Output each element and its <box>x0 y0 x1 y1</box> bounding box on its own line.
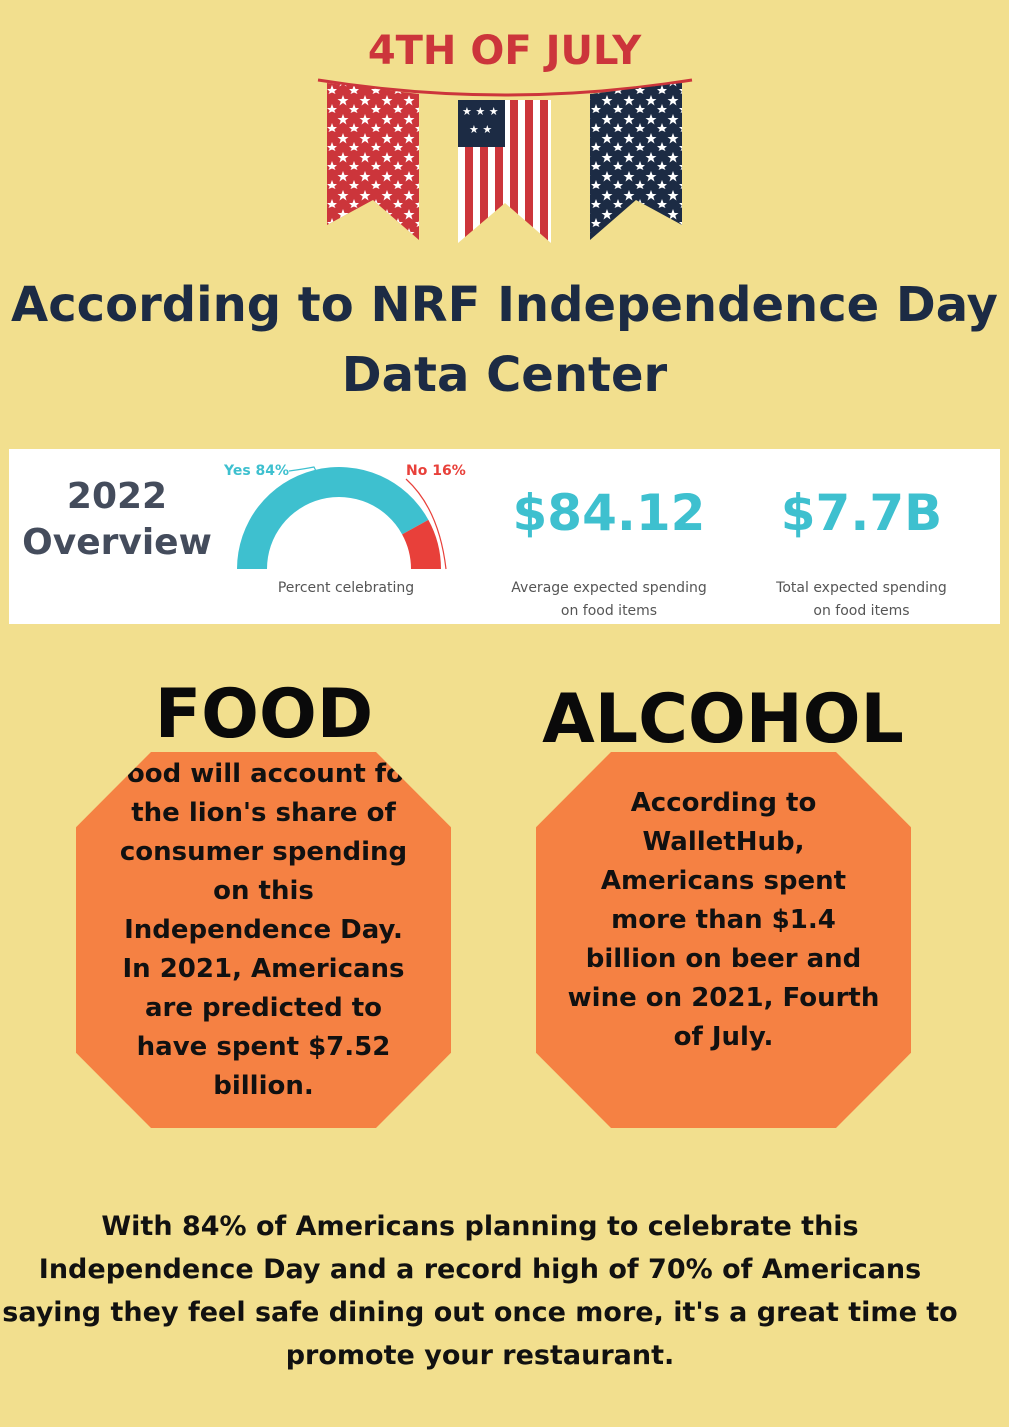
gauge-no-segment <box>402 519 441 569</box>
alcohol-heading: ALCOHOL <box>542 680 904 759</box>
total-spending-caption: Total expected spending on food items <box>739 577 984 623</box>
svg-text:★ ★: ★ ★ <box>469 123 492 136</box>
average-spending-value: $84.12 <box>512 484 706 542</box>
overview-title: 2022 Overview <box>17 474 217 566</box>
caption-line: on food items <box>813 603 910 619</box>
overview-word: Overview <box>22 522 212 563</box>
gauge-no-label: No 16% <box>406 463 466 479</box>
food-heading: FOOD <box>154 675 374 754</box>
percent-celebrating-gauge: Yes 84% No 16% <box>223 463 466 570</box>
food-text-1: Food will account for the lion's share o… <box>110 758 417 945</box>
total-spending-value: $7.7B <box>780 484 943 542</box>
headline: According to NRF Independence Day Data C… <box>0 270 1009 410</box>
caption-line: Total expected spending <box>776 580 947 596</box>
overview-panel: 2022 Overview Yes 84% No 16% Percent cel… <box>9 449 1000 624</box>
flag-bunting-illustration: ★ ★ ★ ★ ★ <box>317 78 693 243</box>
gauge-yes-segment <box>237 466 429 569</box>
food-octagon: Food will account for the lion's share o… <box>76 752 451 1128</box>
title-4th-of-july: 4TH OF JULY <box>367 28 642 74</box>
footer-text: With 84% of Americans planning to celebr… <box>2 1211 958 1371</box>
gauge-yes-label: Yes 84% <box>223 463 289 479</box>
caption-line: Average expected spending <box>511 580 707 596</box>
food-text-2: In 2021, Americans are predicted to have… <box>122 953 405 1101</box>
alcohol-octagon: According to WalletHub, Americans spent … <box>536 752 911 1128</box>
svg-text:★ ★ ★: ★ ★ ★ <box>462 105 499 118</box>
caption-line: on food items <box>560 603 658 619</box>
alcohol-text: According to WalletHub, Americans spent … <box>567 787 880 1052</box>
overview-year: 2022 <box>66 476 168 517</box>
headline-line2: Data Center <box>341 347 668 403</box>
gauge-caption: Percent celebrating <box>277 580 415 596</box>
average-spending-caption: Average expected spending on food items <box>489 577 729 623</box>
headline-line1: According to NRF Independence Day <box>11 277 998 333</box>
